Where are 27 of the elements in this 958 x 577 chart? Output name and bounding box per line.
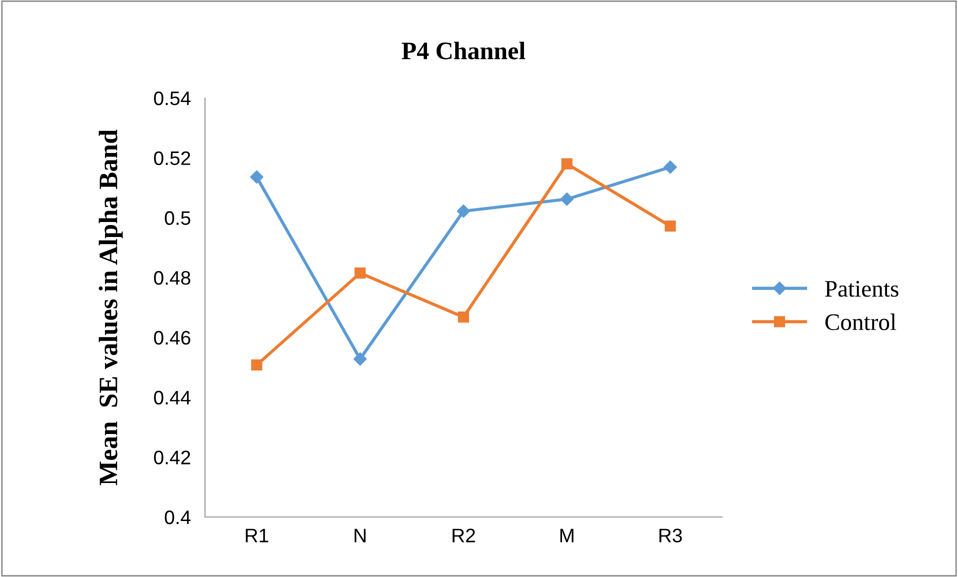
- y-tick-label: 0.42: [154, 450, 190, 464]
- legend-label: Patients: [825, 280, 898, 297]
- x-tick-label: R3: [659, 528, 682, 542]
- y-tick-label: 0.54: [154, 91, 191, 106]
- point: [354, 268, 366, 279]
- x-tick-label: R2: [452, 528, 475, 542]
- point: [250, 170, 264, 184]
- point: [458, 312, 470, 323]
- x-tick-label: N: [354, 528, 366, 542]
- legend-label: Control: [825, 314, 896, 330]
- chart-title: P4 Channel: [402, 42, 526, 60]
- y-tick-label: 0.48: [154, 271, 190, 285]
- y-tick-label: 0.4: [164, 510, 191, 524]
- point: [251, 359, 262, 371]
- point: [354, 352, 367, 366]
- point: [560, 192, 574, 206]
- y-axis-title: Mean SE values in Alpha Band: [98, 130, 123, 486]
- y-tick-label: 0.46: [154, 330, 190, 345]
- point: [561, 158, 572, 170]
- y-tick-label: 0.44: [154, 390, 191, 405]
- x-tick-label: R1: [246, 528, 268, 542]
- point: [456, 204, 470, 218]
- x-tick-label: M: [560, 528, 574, 542]
- y-tick-label: 0.5: [164, 211, 190, 225]
- y-tick-label: 0.52: [154, 151, 190, 166]
- point: [664, 220, 676, 232]
- point: [664, 160, 677, 174]
